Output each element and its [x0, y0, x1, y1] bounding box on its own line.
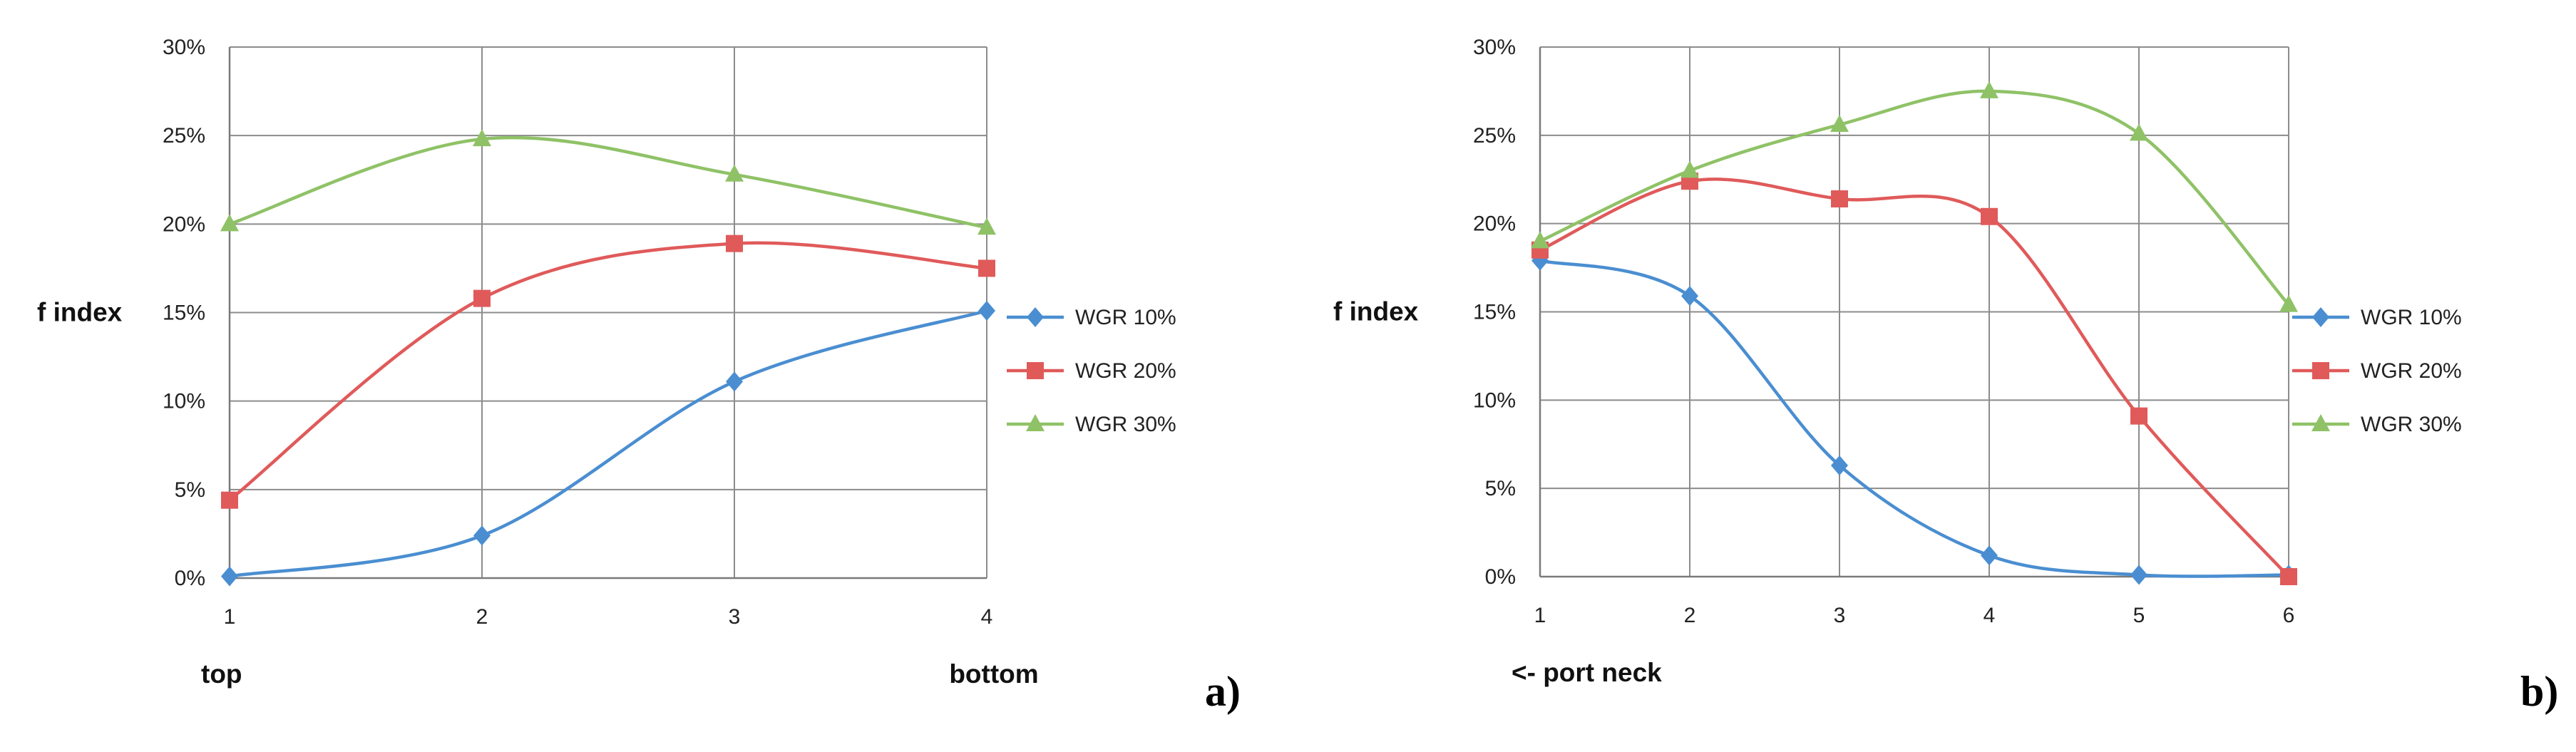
legend-label: WGR 30% — [2361, 413, 2462, 436]
y-tick-label: 10% — [163, 390, 205, 413]
x-tick-label: 4 — [981, 605, 993, 629]
data-point — [473, 525, 491, 546]
data-point — [978, 259, 995, 277]
x-tick-label: 2 — [1684, 604, 1696, 627]
data-point — [220, 214, 239, 232]
data-point — [1531, 231, 1549, 249]
y-tick-label: 20% — [163, 212, 205, 236]
data-point — [2280, 568, 2297, 585]
y-tick-label: 30% — [1473, 36, 1516, 59]
series-line — [228, 241, 987, 502]
data-point — [1680, 160, 1699, 178]
x-tick-label: 3 — [729, 605, 741, 629]
series-line — [1539, 259, 2289, 578]
x-annotation: top — [201, 659, 242, 689]
y-tick-label: 30% — [163, 36, 205, 59]
panel-label: a) — [1205, 668, 1241, 715]
data-point — [1981, 207, 1998, 225]
data-point — [2130, 407, 2147, 425]
data-point — [726, 235, 743, 252]
series-line — [1539, 177, 2290, 578]
y-axis-label: f index — [1333, 297, 1419, 326]
x-tick-label: 2 — [476, 605, 488, 629]
y-tick-label: 5% — [175, 478, 205, 502]
y-axis-label: f index — [37, 298, 123, 327]
data-point — [726, 371, 743, 392]
legend-label: WGR 20% — [1075, 359, 1176, 383]
data-point — [1830, 114, 1849, 132]
legend-marker — [1026, 414, 1045, 431]
data-point — [2279, 294, 2298, 312]
chart-panel-a: 0% 5% 10% 15% 20% 25% 30% 1 2 3 4 f index top bottom W… — [37, 36, 1241, 715]
data-point — [473, 289, 491, 307]
legend-marker — [2312, 307, 2329, 327]
x-annotation: <- port neck — [1512, 658, 1662, 687]
data-point — [2130, 123, 2148, 141]
panel-label: b) — [2520, 668, 2558, 715]
series-line — [229, 135, 987, 230]
y-tick-label: 15% — [1473, 301, 1516, 324]
legend-marker — [1027, 362, 1044, 379]
data-point — [2130, 565, 2147, 585]
legend-label: WGR 10% — [1075, 306, 1176, 329]
legend-label: WGR 10% — [2361, 306, 2462, 329]
data-point — [221, 566, 238, 587]
y-tick-label: 25% — [1473, 124, 1516, 148]
data-point — [473, 129, 491, 147]
legend-label: WGR 20% — [2361, 359, 2462, 383]
x-tick-label: 1 — [224, 605, 236, 629]
x-tick-label: 5 — [2133, 604, 2145, 627]
x-annotation: bottom — [949, 659, 1038, 689]
data-point — [1981, 545, 1998, 566]
y-tick-label: 10% — [1473, 388, 1516, 412]
series-line — [1539, 89, 2290, 307]
data-point — [1681, 286, 1698, 307]
data-point — [221, 491, 238, 509]
x-tick-label: 3 — [1834, 604, 1846, 627]
y-tick-label: 0% — [1485, 565, 1516, 589]
data-point — [725, 164, 744, 182]
x-tick-label: 4 — [1984, 604, 1996, 627]
y-tick-label: 20% — [1473, 212, 1516, 236]
y-tick-label: 15% — [163, 302, 205, 325]
legend-marker — [2312, 362, 2329, 379]
data-point — [1831, 455, 1848, 475]
y-tick-label: 0% — [175, 567, 205, 590]
x-tick-label: 6 — [2283, 604, 2295, 627]
y-tick-label: 5% — [1485, 477, 1516, 500]
chart-panel-b: 0% 5% 10% 15% 20% 25% 30% 1 2 3 4 5 6 f index <- port … — [1333, 36, 2558, 715]
legend-label: WGR 30% — [1075, 413, 1176, 436]
legend-marker — [1027, 307, 1044, 327]
data-point — [978, 301, 995, 321]
series-line — [229, 309, 987, 578]
data-point — [1980, 81, 1998, 98]
data-point — [1831, 190, 1848, 207]
x-tick-label: 1 — [1534, 604, 1546, 627]
data-point — [977, 217, 996, 235]
y-tick-label: 25% — [163, 124, 205, 148]
legend-marker — [2311, 414, 2330, 431]
